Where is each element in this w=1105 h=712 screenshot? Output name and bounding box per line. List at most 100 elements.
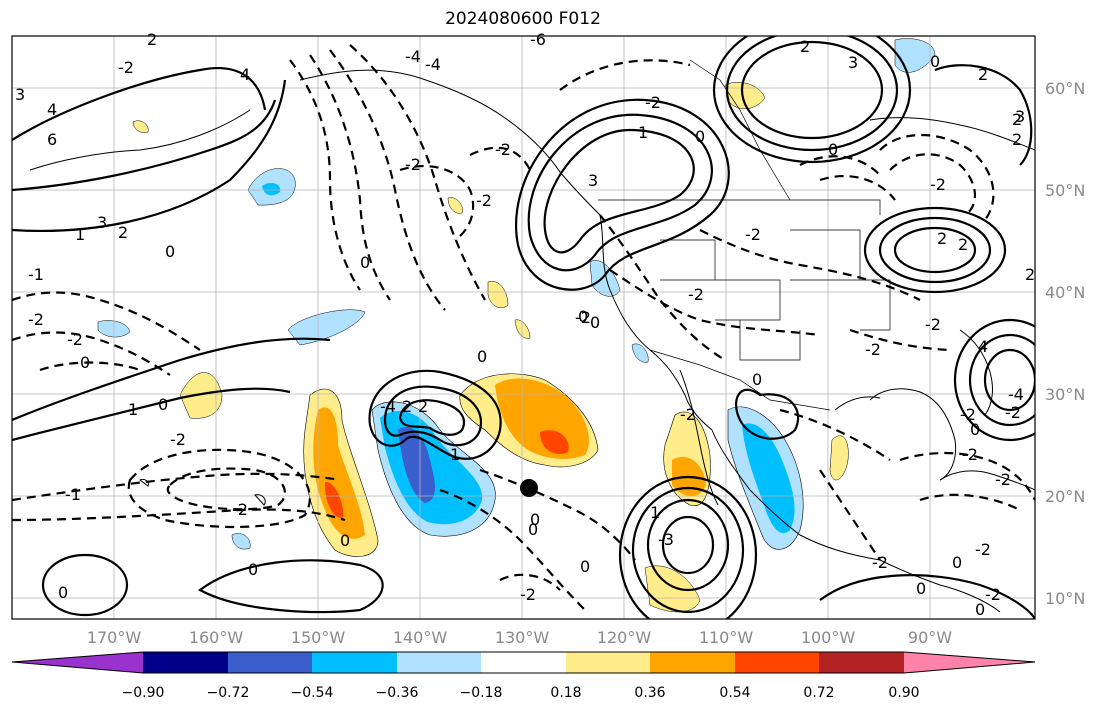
contour-label: -2	[688, 285, 704, 304]
contour-label: 0	[165, 242, 175, 261]
contour-label: -2	[232, 500, 248, 519]
contour-label: -2	[960, 405, 976, 424]
contour-label: -2	[118, 58, 134, 77]
contour-label: 2	[1012, 130, 1022, 149]
colorbar-segment	[397, 652, 481, 673]
contour-label: 0	[80, 353, 90, 372]
latitude-label: 50°N	[1045, 181, 1085, 200]
positive-anomaly-cell	[487, 280, 509, 309]
colorbar-tick-label: −0.54	[291, 685, 334, 701]
positive-anomaly-core	[313, 407, 365, 539]
colorbar-segment	[735, 652, 819, 673]
negative-anomaly-cell	[287, 309, 366, 346]
solid-contours	[12, 36, 1035, 619]
longitude-label: 150°W	[291, 628, 346, 647]
contour-label: 0	[58, 583, 68, 602]
contour-label: -2	[865, 340, 881, 359]
negative-anomaly-core	[262, 182, 281, 196]
storm-center-marker	[520, 479, 538, 497]
contour-label: -1	[28, 265, 44, 284]
colorbar: −0.90 −0.72 −0.54 −0.36 −0.18 0.18 0.36 …	[11, 651, 1036, 701]
contour-label: 0	[752, 370, 762, 389]
colorbar-high-extension	[904, 652, 1035, 673]
contour-labels: 3 4 6 -2 -4 -4 2 -6 -2 4 2 -2 0 -2 3 1 0…	[15, 30, 1035, 619]
contour-label: -4	[380, 397, 396, 416]
negative-anomaly-cell	[631, 343, 649, 363]
map-frame	[11, 35, 1036, 620]
longitude-label: 170°W	[87, 628, 142, 647]
negative-anomaly-cell	[231, 533, 251, 550]
contour-label: 3	[15, 85, 25, 104]
contour-label: 2	[118, 223, 128, 242]
contour-label: -2	[930, 175, 946, 194]
longitude-label: 160°W	[189, 628, 244, 647]
positive-anomaly-cell	[179, 372, 223, 419]
contour-label: 2	[418, 397, 428, 416]
contour-label: 0	[248, 560, 258, 579]
contour-label: -2	[872, 553, 888, 572]
latitude-label: 20°N	[1045, 487, 1085, 506]
colorbar-segment	[819, 652, 904, 673]
contour-label: 3	[1015, 107, 1025, 126]
contour-label: 0	[590, 313, 600, 332]
contour-label: -2	[170, 430, 186, 449]
contour-label: 4	[978, 337, 988, 356]
positive-anomaly-peak	[324, 481, 344, 519]
contour-label: 4	[47, 100, 57, 119]
positive-anomaly-cell	[514, 319, 531, 339]
contour-label: 0	[695, 127, 705, 146]
dashed-contours	[12, 44, 1035, 611]
contour-label: 6	[47, 130, 57, 149]
colorbar-outline	[11, 651, 1036, 674]
contour-label: -2	[575, 308, 591, 327]
contour-label: -2	[962, 445, 978, 464]
contour-label: -2	[975, 540, 991, 559]
longitude-axis: 170°W 160°W 150°W 140°W 130°W 120°W 110°…	[87, 628, 952, 647]
contour-label: -2	[405, 155, 421, 174]
positive-anomaly-peak	[540, 430, 569, 454]
colorbar-tick-label: −0.90	[122, 685, 165, 701]
colorbar-tick-label: 0.36	[634, 685, 665, 701]
coastlines	[29, 69, 1035, 613]
contour-label: -4	[1008, 385, 1024, 404]
contour-label: -2	[1005, 403, 1021, 422]
contour-label: -2	[67, 330, 83, 349]
contour-label: 2	[147, 30, 157, 49]
longitude-label: 100°W	[801, 628, 856, 647]
contour-label: -2	[680, 405, 696, 424]
map-title: 2024080600 F012	[445, 9, 601, 29]
contour-label: -2	[495, 140, 511, 159]
contour-label: 0	[340, 531, 350, 550]
contour-label: 1	[450, 445, 460, 464]
colorbar-segment	[143, 652, 228, 673]
longitude-label: 140°W	[393, 628, 448, 647]
contour-label: -2	[925, 315, 941, 334]
colorbar-segment	[312, 652, 397, 673]
longitude-label: 110°W	[699, 628, 754, 647]
contour-label: -2	[995, 470, 1011, 489]
contour-label: 0	[930, 52, 940, 71]
latitude-label: 40°N	[1045, 283, 1085, 302]
contour-label: 0	[975, 600, 985, 619]
contour-label: 0	[970, 420, 980, 439]
positive-anomaly-cell	[644, 565, 701, 613]
negative-anomaly-core	[742, 423, 795, 534]
latitude-label: 30°N	[1045, 385, 1085, 404]
contour-label: -2	[520, 585, 536, 604]
contour-label: 3	[97, 213, 107, 232]
latitude-axis: 60°N 50°N 40°N 30°N 20°N 10°N	[1045, 79, 1085, 608]
colorbar-segment	[650, 652, 735, 673]
longitude-label: 90°W	[908, 628, 952, 647]
negative-anomaly-peak	[398, 426, 435, 503]
negative-anomaly-cell	[894, 38, 936, 73]
contour-label: 2	[402, 397, 412, 416]
contour-label: 2	[978, 65, 988, 84]
latitude-label: 10°N	[1045, 589, 1085, 608]
contour-label: 2	[800, 37, 810, 56]
positive-anomaly-cell	[447, 197, 463, 214]
colorbar-tick-label: 0.18	[550, 685, 581, 701]
colorbar-tick-label: 0.72	[803, 685, 834, 701]
colorbar-tick-label: 0.54	[719, 685, 750, 701]
colorbar-tick-label: −0.36	[376, 685, 419, 701]
colorbar-segment	[566, 652, 650, 673]
